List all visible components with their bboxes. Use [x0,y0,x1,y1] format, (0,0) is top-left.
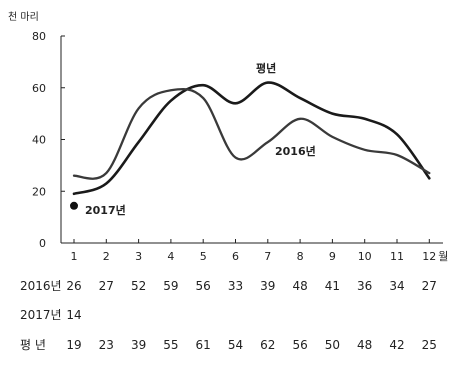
table-cell: 39 [260,279,275,293]
series-line-2 [74,89,429,179]
table-row-label: 평 년 [20,338,46,352]
table-row-label: 2017년 [20,308,62,322]
table-cell: 34 [389,279,404,293]
x-tick-label: 8 [297,250,304,263]
table-cell: 27 [422,279,437,293]
x-tick-label: 2 [103,250,110,263]
y-tick-labels: 0 20 40 60 80 [32,30,65,250]
table-cell: 33 [228,279,243,293]
table-cell: 48 [292,279,307,293]
y-unit-label: 천 마리 [8,11,39,23]
table-cell: 41 [325,279,340,293]
table-cell: 39 [131,338,146,352]
table-row-label: 2016년 [20,279,62,293]
y-tick-label: 80 [32,30,46,43]
x-unit-label: 월 [438,250,448,263]
table-cell: 19 [66,338,81,352]
table-cell: 62 [260,338,275,352]
x-tick-label: 9 [329,250,336,263]
x-tick-label: 6 [232,250,239,263]
table-cell: 14 [66,308,81,322]
x-tick-label: 4 [167,250,174,263]
table-cell: 52 [131,279,146,293]
x-tick-label: 7 [264,250,271,263]
series-label: 평년 [256,61,276,75]
y-tick-label: 0 [39,237,46,250]
table-cell: 54 [228,338,243,352]
table-cell: 25 [422,338,437,352]
table-cell: 27 [99,279,114,293]
y-tick-label: 60 [32,82,46,95]
series-point-3 [70,202,78,210]
table-cell: 61 [196,338,211,352]
table-cell: 36 [357,279,372,293]
y-tick-label: 20 [32,185,46,198]
series-line-1 [74,83,429,194]
series-label: 2017년 [85,203,126,217]
table-cell: 56 [292,338,307,352]
table-cell: 55 [163,338,178,352]
x-tick-label: 11 [390,250,404,263]
x-tick-label: 5 [200,250,207,263]
x-tick-label: 10 [358,250,372,263]
series-lines [70,83,429,210]
table-cell: 26 [66,279,81,293]
table-cell: 59 [163,279,178,293]
x-tick-label: 1 [71,250,78,263]
table-cell: 23 [99,338,114,352]
table-cell: 50 [325,338,340,352]
table-cell: 42 [389,338,404,352]
x-tick-label: 12 [422,250,436,263]
y-tick-label: 40 [32,134,46,147]
table-cell: 56 [196,279,211,293]
x-tick-label: 3 [135,250,142,263]
data-table: 2016년 26 27 52 59 56 33 39 48 41 36 34 27 2017년 14 평 년 1… [20,279,437,352]
table-cell: 48 [357,338,372,352]
series-label: 2016년 [275,144,316,158]
